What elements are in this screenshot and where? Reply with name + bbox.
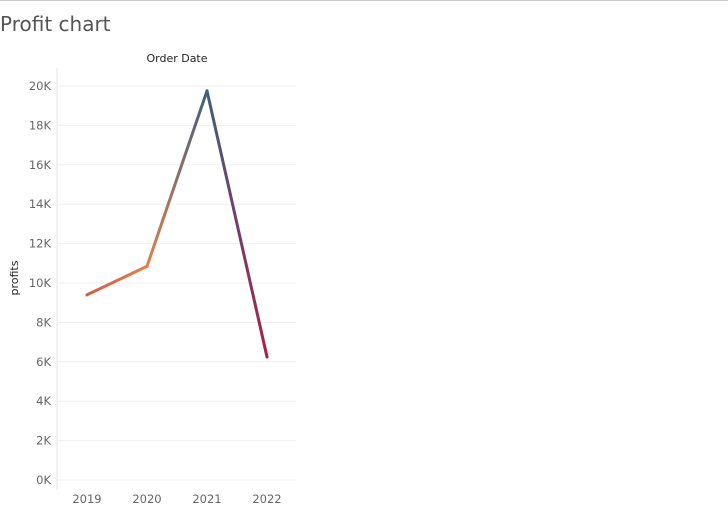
data-point[interactable]	[145, 264, 149, 268]
profit-series	[85, 89, 269, 359]
data-point[interactable]	[205, 89, 209, 93]
y-tick-label: 10K	[29, 276, 52, 290]
y-tick-label: 2K	[36, 434, 51, 448]
data-point[interactable]	[85, 293, 89, 297]
x-axis-ticks: 2019 2020 2021 2022	[72, 492, 281, 506]
y-axis-ticks: 0K 2K 4K 6K 8K 10K 12K 14K 16K 18K 20K	[29, 79, 52, 487]
top-border	[0, 0, 728, 1]
y-axis-title: profits	[8, 260, 21, 295]
y-tick-label: 16K	[29, 158, 52, 172]
y-tick-label: 18K	[29, 118, 52, 132]
data-point[interactable]	[265, 355, 269, 359]
x-tick-label: 2019	[72, 492, 101, 506]
y-tick-label: 0K	[36, 473, 51, 487]
line-segment	[85, 264, 149, 297]
y-tick-label: 14K	[29, 197, 52, 211]
line-segment	[145, 89, 209, 268]
y-tick-label: 8K	[36, 315, 51, 329]
y-tick-label: 12K	[29, 237, 52, 251]
y-tick-label: 20K	[29, 79, 52, 93]
x-axis-title: Order Date	[146, 52, 207, 65]
grid-lines	[57, 85, 296, 481]
line-segment	[205, 89, 269, 359]
page-title: Profit chart	[0, 12, 111, 36]
y-tick-label: 6K	[36, 355, 51, 369]
x-tick-label: 2022	[252, 492, 281, 506]
x-tick-label: 2021	[192, 492, 221, 506]
y-tick-label: 4K	[36, 394, 51, 408]
x-tick-label: 2020	[132, 492, 161, 506]
